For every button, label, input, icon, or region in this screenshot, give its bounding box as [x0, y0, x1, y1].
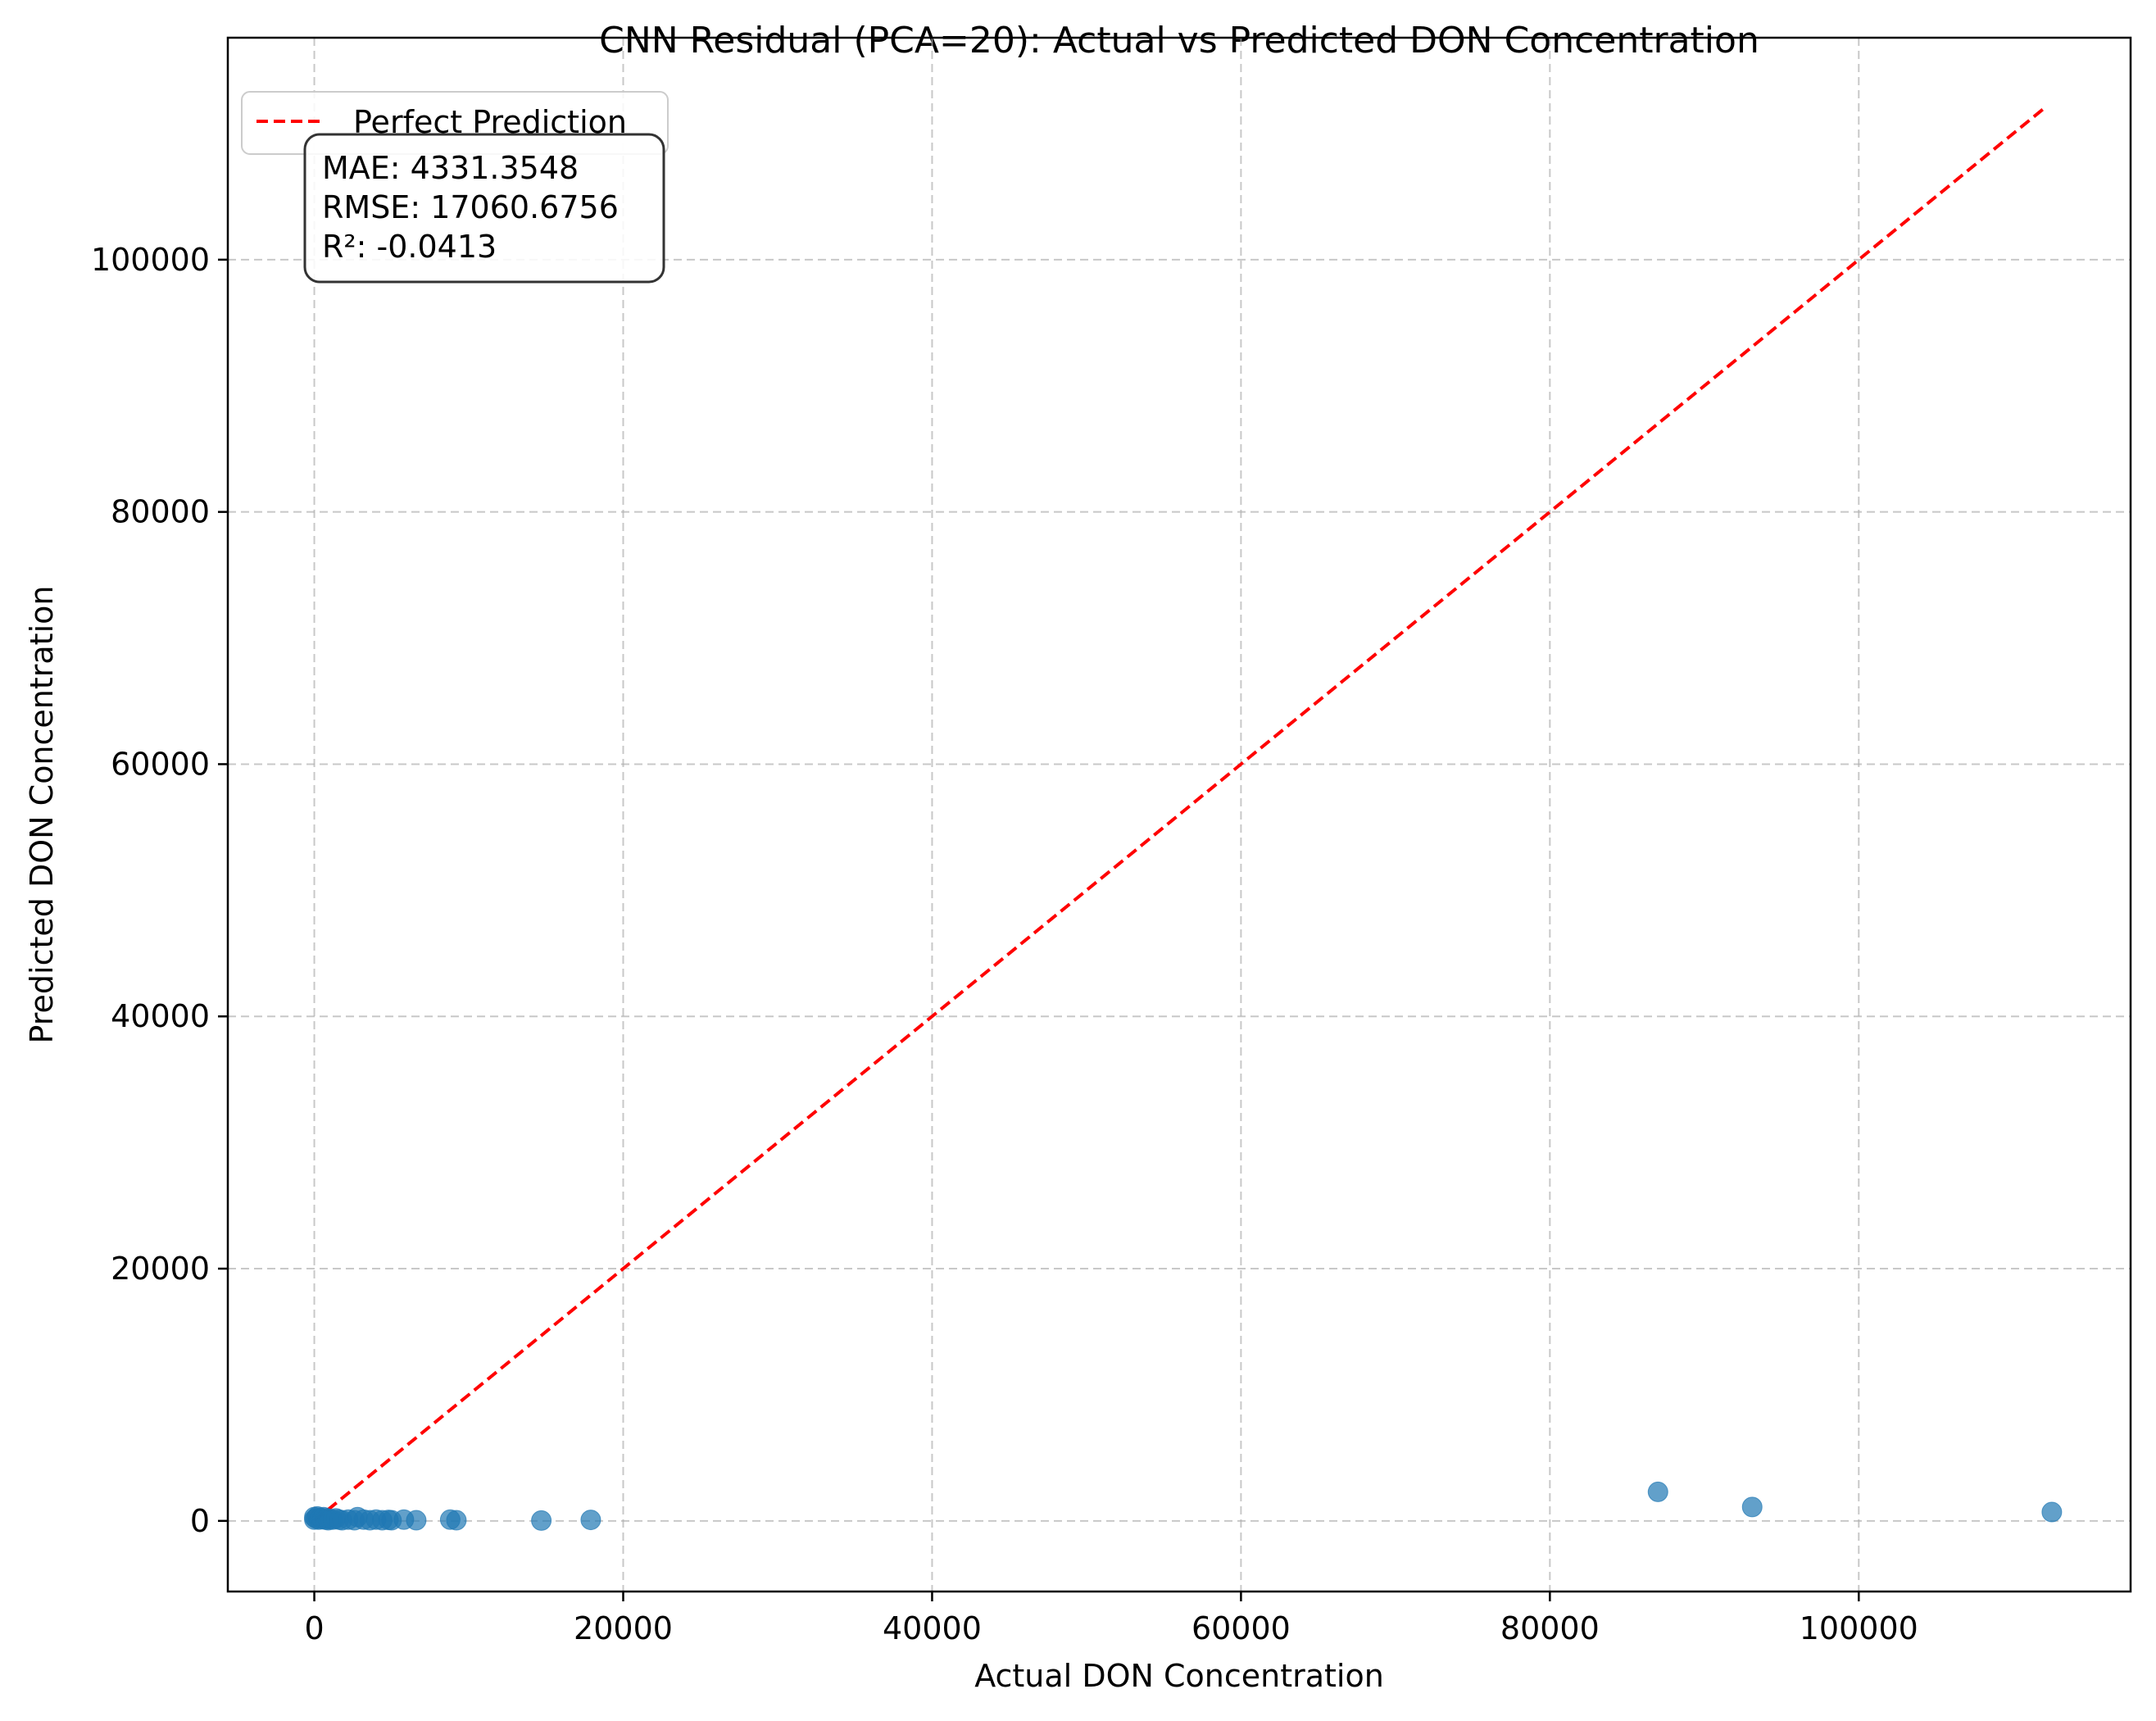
- data-point: [446, 1510, 467, 1531]
- data-point: [531, 1510, 552, 1531]
- x-tick-label: 0: [304, 1610, 324, 1646]
- data-point: [2041, 1501, 2063, 1523]
- reference-line-group: [313, 107, 2045, 1523]
- y-axis-label: Predicted DON Concentration: [24, 586, 60, 1044]
- metrics-box: MAE: 4331.3548 RMSE: 17060.6756 R²: -0.0…: [303, 133, 665, 284]
- x-tick-label: 100000: [1800, 1610, 1918, 1646]
- data-point: [406, 1510, 427, 1531]
- y-tick-label: 0: [190, 1503, 210, 1539]
- x-tick-label: 60000: [1191, 1610, 1291, 1646]
- metric-rmse: RMSE: 17060.6756: [322, 189, 619, 225]
- x-tick-label: 40000: [883, 1610, 982, 1646]
- x-tick-label: 80000: [1500, 1610, 1600, 1646]
- y-axis: 0 20000 40000 60000 80000 100000: [91, 242, 228, 1539]
- y-tick-label: 40000: [111, 998, 210, 1034]
- y-tick-label: 80000: [111, 494, 210, 530]
- x-axis-label: Actual DON Concentration: [974, 1658, 1384, 1694]
- data-point: [1741, 1496, 1763, 1518]
- x-tick-label: 20000: [574, 1610, 673, 1646]
- plot-frame: [226, 36, 2132, 1593]
- metric-r2: R²: -0.0413: [322, 229, 497, 265]
- perfect-prediction-line: [313, 107, 2045, 1523]
- x-axis: 0 20000 40000 60000 80000 100000: [304, 1592, 1918, 1646]
- data-point: [580, 1510, 601, 1531]
- chart-title: CNN Residual (PCA=20): Actual vs Predict…: [599, 20, 1759, 61]
- data-points: [304, 1481, 2063, 1531]
- metric-mae: MAE: 4331.3548: [322, 150, 579, 186]
- y-tick-label: 20000: [111, 1251, 210, 1287]
- metrics-box-frame: [303, 133, 665, 284]
- y-tick-label: 100000: [91, 242, 210, 278]
- y-tick-label: 60000: [111, 746, 210, 782]
- data-point: [1647, 1481, 1668, 1502]
